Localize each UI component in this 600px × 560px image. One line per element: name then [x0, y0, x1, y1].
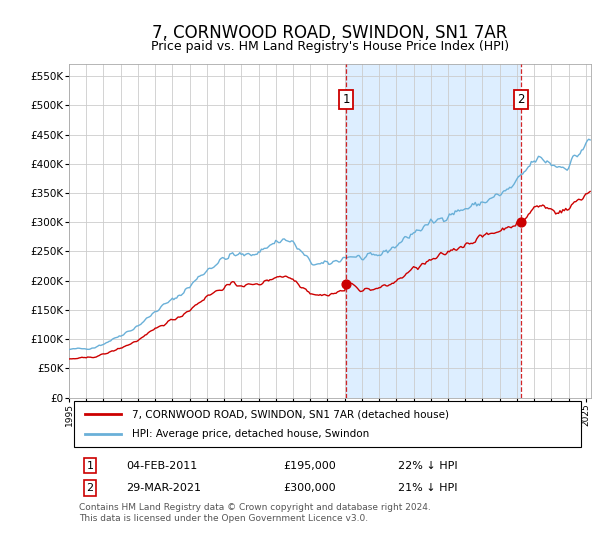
Text: 21% ↓ HPI: 21% ↓ HPI [398, 483, 457, 493]
Text: 04-FEB-2011: 04-FEB-2011 [127, 460, 197, 470]
Text: 22% ↓ HPI: 22% ↓ HPI [398, 460, 457, 470]
Text: 7, CORNWOOD ROAD, SWINDON, SN1 7AR (detached house): 7, CORNWOOD ROAD, SWINDON, SN1 7AR (deta… [131, 409, 449, 419]
Text: £195,000: £195,000 [283, 460, 336, 470]
Text: Contains HM Land Registry data © Crown copyright and database right 2024.
This d: Contains HM Land Registry data © Crown c… [79, 503, 431, 522]
Text: £300,000: £300,000 [283, 483, 335, 493]
Text: 2: 2 [86, 483, 94, 493]
Text: 1: 1 [86, 460, 94, 470]
FancyBboxPatch shape [74, 401, 581, 447]
Text: 2: 2 [517, 93, 524, 106]
Text: 1: 1 [342, 93, 350, 106]
Point [341, 279, 351, 288]
Text: 7, CORNWOOD ROAD, SWINDON, SN1 7AR: 7, CORNWOOD ROAD, SWINDON, SN1 7AR [152, 24, 508, 41]
Bar [346, 64, 521, 398]
Text: 29-MAR-2021: 29-MAR-2021 [127, 483, 202, 493]
Point [516, 218, 526, 227]
Text: HPI: Average price, detached house, Swindon: HPI: Average price, detached house, Swin… [131, 428, 369, 438]
Text: Price paid vs. HM Land Registry's House Price Index (HPI): Price paid vs. HM Land Registry's House … [151, 40, 509, 53]
